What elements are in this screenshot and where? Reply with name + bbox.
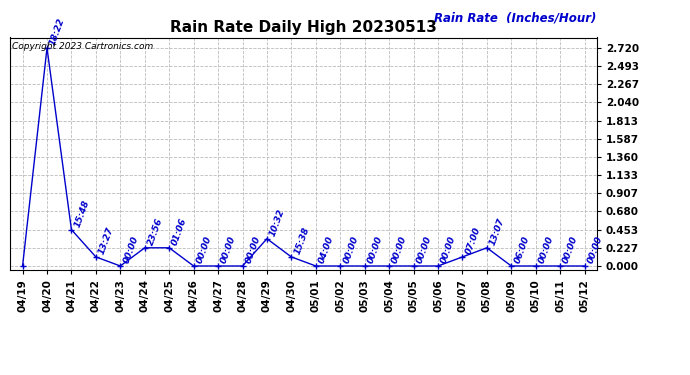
Title: Rain Rate Daily High 20230513: Rain Rate Daily High 20230513 [170, 20, 437, 35]
Text: 04:00: 04:00 [317, 235, 335, 265]
Text: 15:38: 15:38 [293, 226, 311, 255]
Text: 13:07: 13:07 [489, 216, 506, 246]
Text: 00:00: 00:00 [219, 235, 238, 265]
Text: 06:00: 06:00 [513, 235, 531, 265]
Text: 10:32: 10:32 [268, 207, 286, 237]
Text: 00:00: 00:00 [342, 235, 360, 265]
Text: 15:48: 15:48 [73, 198, 91, 228]
Text: 00:00: 00:00 [440, 235, 457, 265]
Text: 00:00: 00:00 [537, 235, 555, 265]
Text: 00:00: 00:00 [244, 235, 262, 265]
Text: 01:06: 01:06 [170, 216, 189, 246]
Text: 00:00: 00:00 [562, 235, 580, 265]
Text: 23:56: 23:56 [146, 216, 164, 246]
Text: Rain Rate  (Inches/Hour): Rain Rate (Inches/Hour) [435, 12, 597, 25]
Text: 00:00: 00:00 [586, 235, 604, 265]
Text: 18:22: 18:22 [48, 16, 67, 46]
Text: 00:00: 00:00 [415, 235, 433, 265]
Text: 00:00: 00:00 [195, 235, 213, 265]
Text: 07:00: 07:00 [464, 226, 482, 255]
Text: 00:00: 00:00 [366, 235, 384, 265]
Text: 00:00: 00:00 [391, 235, 408, 265]
Text: 13:27: 13:27 [97, 226, 115, 255]
Text: 00:00: 00:00 [121, 235, 140, 265]
Text: Copyright 2023 Cartronics.com: Copyright 2023 Cartronics.com [12, 42, 152, 51]
